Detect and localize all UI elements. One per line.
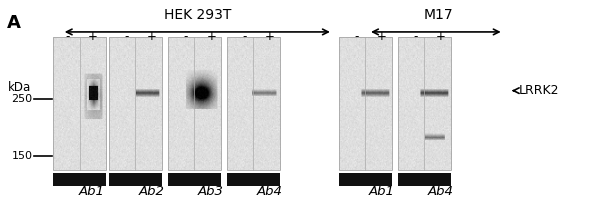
Text: Ab4: Ab4 [257, 185, 283, 198]
Text: Ab2: Ab2 [139, 185, 165, 198]
Bar [227, 37, 280, 170]
Bar [339, 37, 392, 170]
Text: 150: 150 [11, 151, 32, 160]
Bar [227, 173, 280, 186]
Text: 250: 250 [11, 94, 32, 104]
Text: -: - [354, 30, 359, 43]
Bar [109, 37, 162, 170]
Bar [398, 173, 451, 186]
Bar [53, 173, 106, 186]
Text: LRRK2: LRRK2 [518, 84, 559, 97]
Text: Ab1: Ab1 [78, 185, 104, 198]
Text: +: + [436, 30, 445, 43]
Bar [168, 37, 221, 170]
Text: +: + [147, 30, 156, 43]
Text: -: - [65, 30, 70, 43]
Text: M17: M17 [424, 8, 454, 22]
Text: Ab4: Ab4 [428, 185, 454, 198]
Text: -: - [183, 30, 188, 43]
Text: A: A [7, 14, 21, 32]
Text: Ab1: Ab1 [369, 185, 395, 198]
Text: Ab3: Ab3 [198, 185, 224, 198]
Text: +: + [207, 30, 217, 43]
Text: -: - [413, 30, 418, 43]
Text: +: + [265, 30, 274, 43]
Bar [339, 173, 392, 186]
Text: +: + [88, 30, 98, 43]
Bar [109, 173, 162, 186]
Text: +: + [377, 30, 386, 43]
Bar [53, 37, 106, 170]
Text: kDa: kDa [8, 81, 31, 94]
Text: -: - [124, 30, 129, 43]
Text: -: - [242, 30, 247, 43]
Bar [398, 37, 451, 170]
Bar [168, 173, 221, 186]
Text: HEK 293T: HEK 293T [164, 8, 231, 22]
